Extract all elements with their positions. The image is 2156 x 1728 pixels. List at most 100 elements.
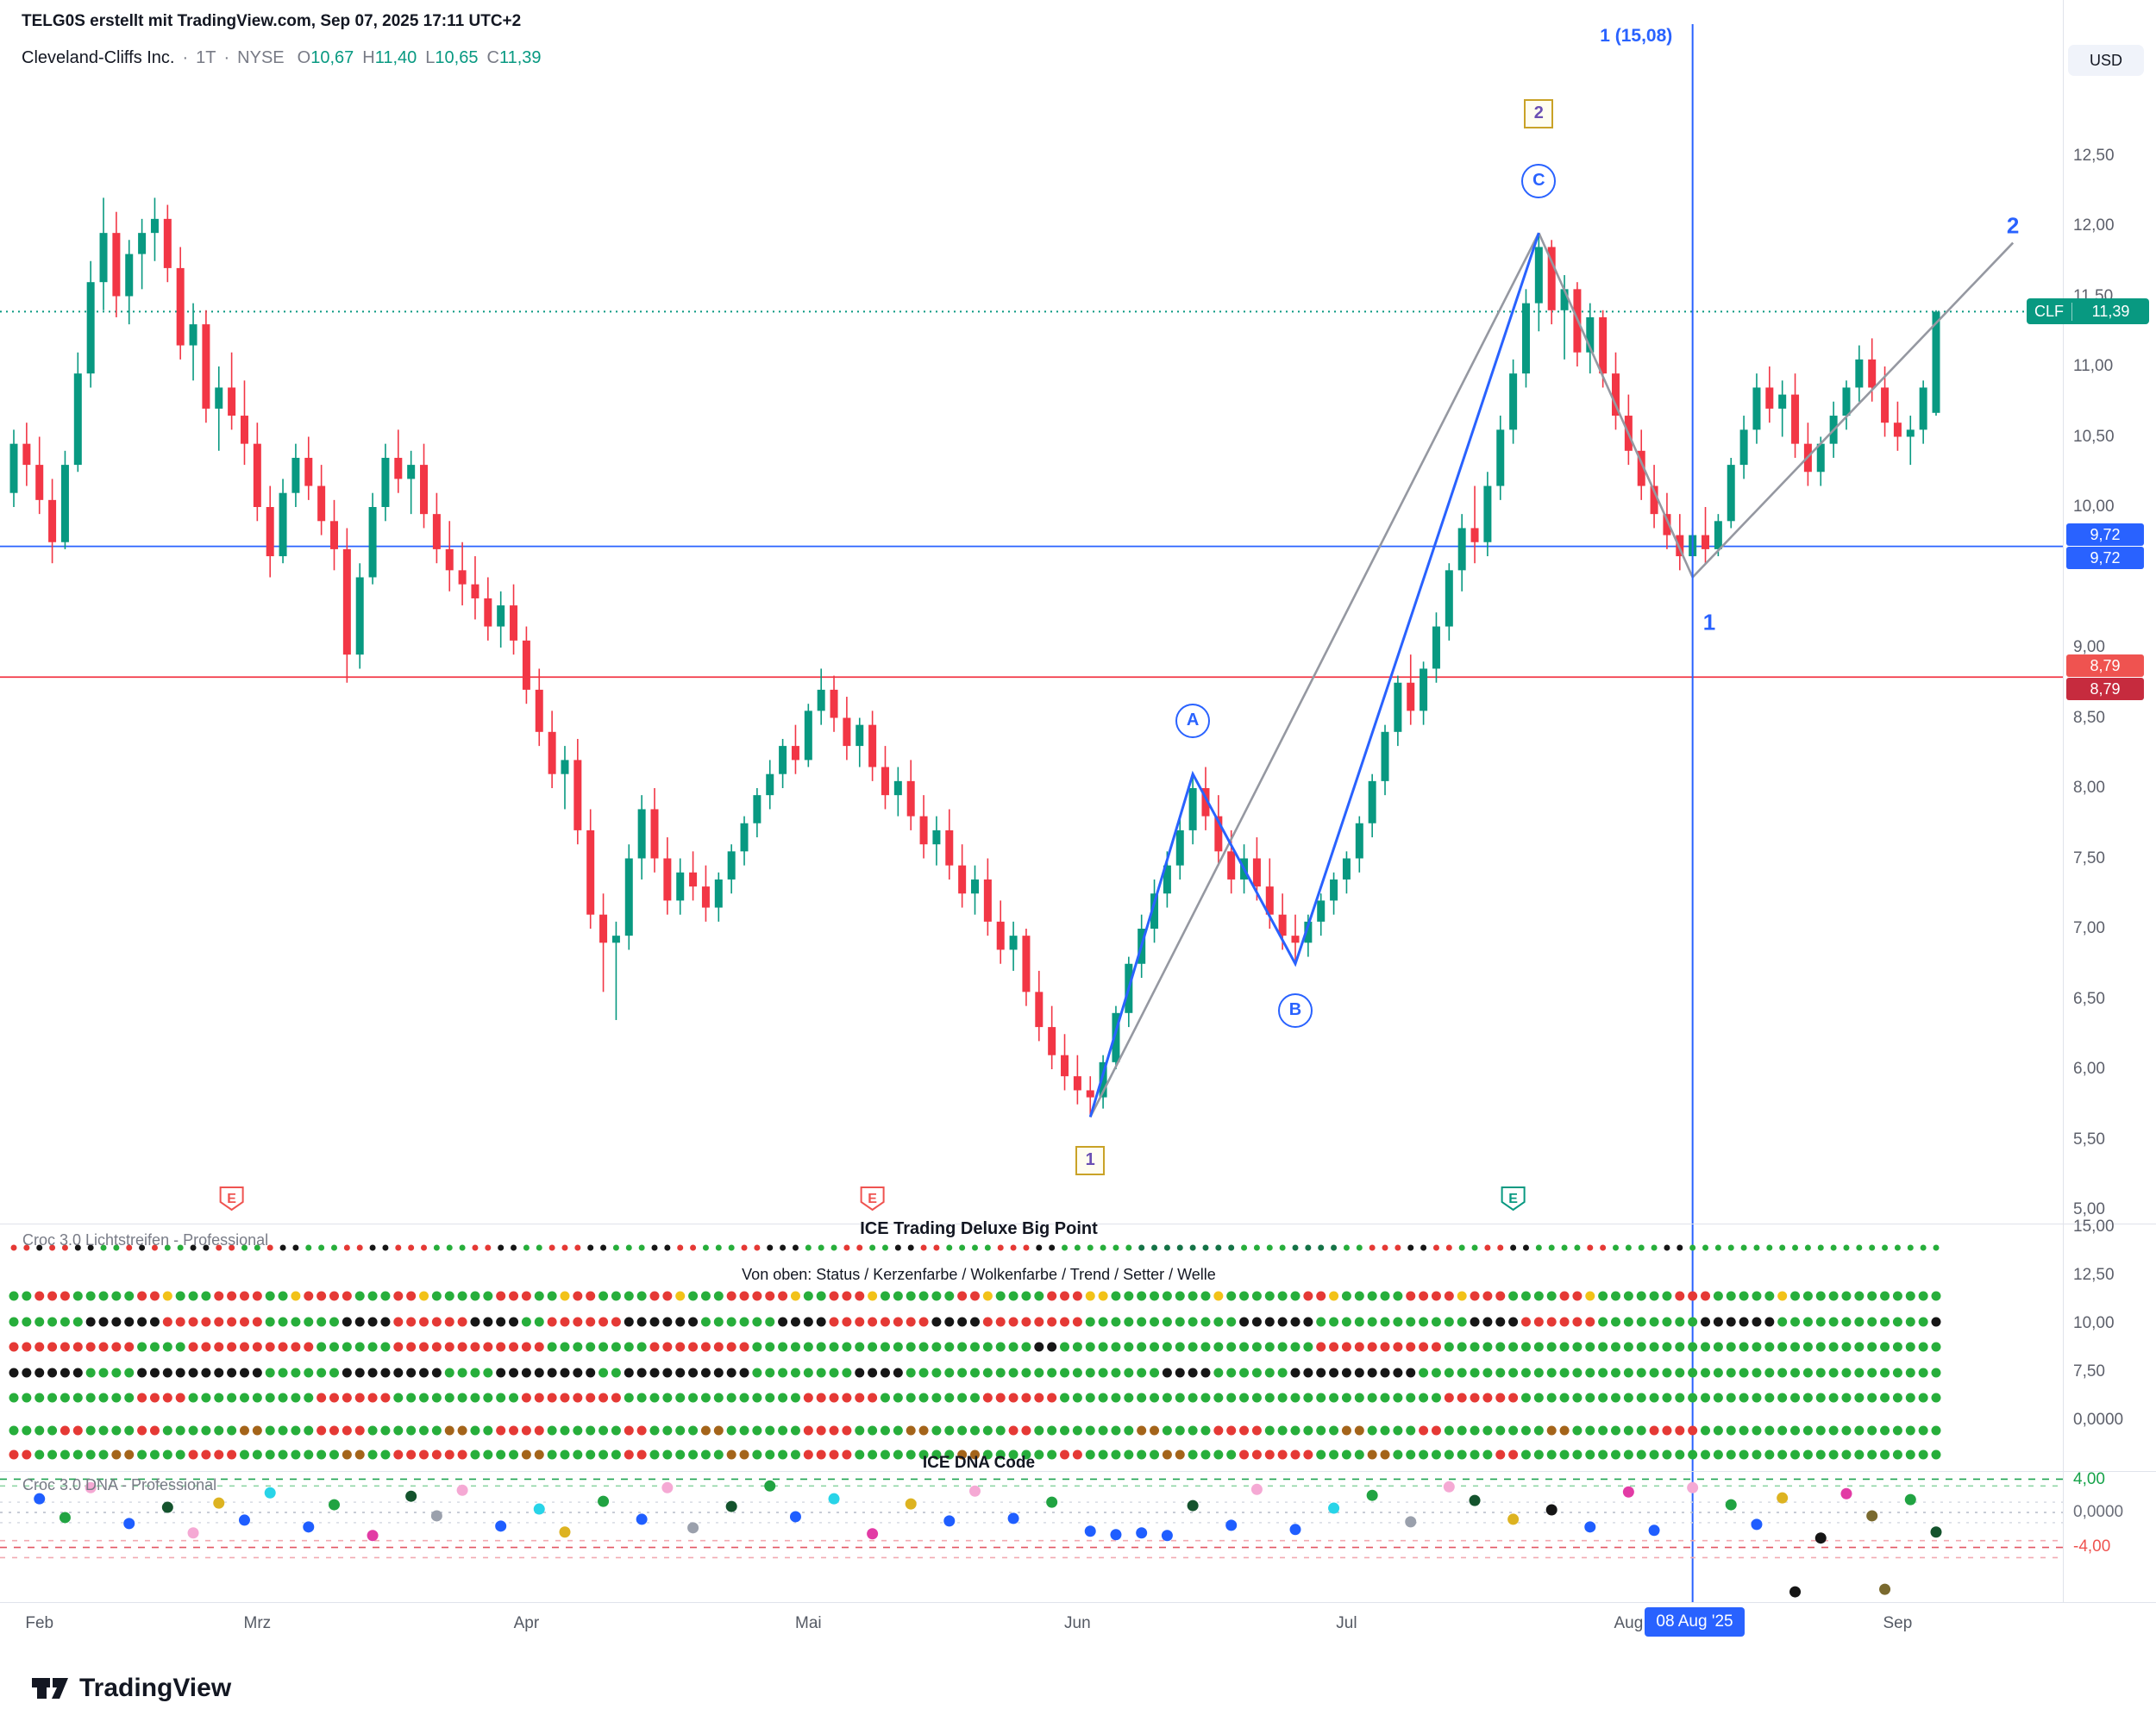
indicator-dot xyxy=(511,1244,517,1251)
indicator-dot xyxy=(1677,1244,1683,1251)
indicator-dot xyxy=(688,1291,699,1301)
indicator-dot xyxy=(1520,1449,1531,1460)
dna-dot xyxy=(238,1514,250,1526)
indicator-dot xyxy=(214,1317,224,1327)
indicator-dot xyxy=(1264,1342,1275,1352)
wave-label-c[interactable]: C xyxy=(1521,163,1557,198)
indicator-dot xyxy=(957,1368,968,1378)
indicator-dot xyxy=(188,1368,198,1378)
wave-label-a[interactable]: A xyxy=(1175,703,1211,738)
indicator-dot xyxy=(1828,1317,1839,1327)
indicator-dot xyxy=(893,1425,903,1436)
symbol-legend[interactable]: Cleveland-Cliffs Inc. · 1T · NYSE O10,67… xyxy=(22,48,542,68)
indicator-dot xyxy=(444,1449,454,1460)
indicator-dot xyxy=(1034,1368,1044,1378)
elliott-zigzag-blue[interactable] xyxy=(1088,232,1540,1118)
indicator-dot xyxy=(137,1393,147,1403)
currency-button[interactable]: USD xyxy=(2068,45,2144,76)
indicator-dot xyxy=(1316,1342,1326,1352)
candle-body xyxy=(1342,858,1351,880)
indicator-dot xyxy=(1482,1291,1493,1301)
indicator-dot xyxy=(662,1317,673,1327)
indicator-dot xyxy=(995,1291,1006,1301)
wave-label-1[interactable]: 1 xyxy=(1075,1145,1106,1175)
wave-label-1[interactable]: 1 xyxy=(1702,609,1716,635)
indicator-dot xyxy=(496,1291,506,1301)
indicator-dot xyxy=(470,1368,480,1378)
indicator-dot xyxy=(523,1244,530,1251)
indicator-dot xyxy=(803,1449,813,1460)
indicator-dot xyxy=(1701,1425,1711,1436)
dna-dot xyxy=(1904,1493,1916,1506)
indicator-dot xyxy=(1226,1291,1237,1301)
interval-label: 1T xyxy=(196,48,216,67)
dna-dot xyxy=(1110,1529,1122,1541)
indicator-dot xyxy=(1380,1342,1390,1352)
indicator-dot xyxy=(713,1449,724,1460)
wave-label-b[interactable]: B xyxy=(1278,992,1313,1028)
tradingview-footer[interactable]: TradingView xyxy=(31,1669,231,1707)
indicator-dot xyxy=(162,1393,172,1403)
candle-body xyxy=(189,324,197,346)
indicator-dot xyxy=(1546,1317,1557,1327)
indicator-dot xyxy=(547,1425,557,1436)
indicator-dot xyxy=(1137,1342,1147,1352)
indicator-dot xyxy=(1251,1317,1262,1327)
candle-body xyxy=(1842,387,1851,416)
indicator-dot xyxy=(1226,1449,1237,1460)
indicator-dot xyxy=(1124,1317,1134,1327)
indicator-dot xyxy=(1636,1393,1646,1403)
trend-line-gray[interactable] xyxy=(1691,241,2015,579)
indicator-dot xyxy=(547,1393,557,1403)
candles-group[interactable] xyxy=(9,197,1940,1118)
indicator-dot xyxy=(279,1244,286,1251)
indicator-dot xyxy=(765,1317,775,1327)
indicator-dot xyxy=(61,1244,68,1251)
indicator-dot xyxy=(1470,1393,1480,1403)
indicator-dot xyxy=(304,1425,314,1436)
indicator-dot xyxy=(1072,1317,1082,1327)
indicator-dot xyxy=(214,1368,224,1378)
indicator-dot xyxy=(1213,1449,1224,1460)
indicator-dot xyxy=(343,1244,350,1251)
indicator-dot xyxy=(1611,1393,1620,1403)
indicator-dot xyxy=(1802,1425,1813,1436)
wave-label-1[interactable]: 1 (15,08) xyxy=(1600,25,1673,46)
earnings-marker[interactable] xyxy=(1501,1186,1526,1211)
indicator-dot xyxy=(662,1449,673,1460)
indicator-dot xyxy=(265,1291,275,1301)
wave-label-2[interactable]: 2 xyxy=(2006,212,2020,239)
candle-body xyxy=(1330,879,1338,901)
indicator-dot xyxy=(893,1291,903,1301)
indicator-dot xyxy=(47,1393,58,1403)
indicator-dot xyxy=(1175,1342,1185,1352)
dna-dot xyxy=(59,1512,71,1524)
indicator-dot xyxy=(1546,1342,1557,1352)
indicator-dot xyxy=(72,1449,83,1460)
indicator-dot xyxy=(842,1393,852,1403)
dna-dot xyxy=(1545,1504,1557,1516)
dna-dot xyxy=(1136,1527,1148,1539)
dna-dot xyxy=(329,1499,340,1511)
indicator-dot xyxy=(1931,1342,1941,1352)
dna-dot xyxy=(1751,1518,1763,1531)
trend-line-gray[interactable] xyxy=(1089,232,1540,1118)
indicator-dot xyxy=(1508,1449,1519,1460)
earnings-marker[interactable] xyxy=(219,1186,244,1211)
indicator-dot xyxy=(149,1449,160,1460)
indicator-dot xyxy=(521,1291,531,1301)
wave-label-2[interactable]: 2 xyxy=(1524,98,1554,128)
indicator-dot xyxy=(265,1317,275,1327)
indicator-dot xyxy=(380,1449,391,1460)
trend-line-gray[interactable] xyxy=(1538,232,1694,579)
indicator-dot xyxy=(431,1317,442,1327)
candle-body xyxy=(1278,914,1287,936)
indicator-dot xyxy=(739,1425,749,1436)
indicator-dot xyxy=(342,1449,352,1460)
indicator-dot xyxy=(1854,1393,1865,1403)
indicator-dot xyxy=(688,1368,699,1378)
indicator-dot xyxy=(790,1317,800,1327)
indicator-dot xyxy=(1087,1244,1094,1251)
earnings-marker[interactable] xyxy=(860,1186,885,1211)
